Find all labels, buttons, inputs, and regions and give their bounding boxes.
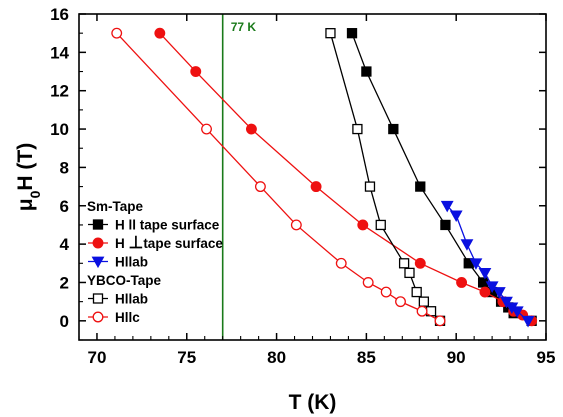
data-point-1-0 <box>154 27 166 39</box>
data-point-3-1 <box>352 123 363 135</box>
data-point-2-10 <box>521 315 535 328</box>
data-point-1-3 <box>310 181 322 193</box>
data-point-4-0 <box>111 27 123 39</box>
y-tick-label-8: 16 <box>50 5 69 24</box>
axes-group: 70 75 80 85 90 95 0 2 4 6 8 10 12 14 16 <box>50 5 555 367</box>
y-tick-label-6: 12 <box>50 82 69 101</box>
legend-marker-4 <box>92 311 104 323</box>
data-point-0-6 <box>477 277 489 288</box>
data-point-2-5 <box>485 281 499 293</box>
x-tick-label-3: 85 <box>357 348 376 367</box>
data-point-3-0 <box>325 28 336 39</box>
series-line-0 <box>351 32 532 322</box>
y-axis-title: μ0H (T) <box>14 143 43 211</box>
data-point-4-7 <box>395 296 406 308</box>
data-point-3-5 <box>404 267 415 279</box>
plot-frame <box>78 13 547 341</box>
data-point-3-4 <box>398 258 410 269</box>
series-4 <box>111 27 446 327</box>
data-point-3-3 <box>375 219 386 231</box>
data-point-0-1 <box>361 66 372 77</box>
y-tick-label-7: 14 <box>50 43 69 62</box>
series-2 <box>440 200 535 328</box>
legend-marker-1 <box>92 237 104 249</box>
x-tick-label-0: 70 <box>88 348 107 367</box>
y-tick-label-2: 4 <box>60 235 70 254</box>
data-point-1-4 <box>357 219 369 231</box>
x-tick-label-2: 80 <box>267 348 286 367</box>
data-point-4-6 <box>380 286 392 298</box>
series-line-1 <box>159 32 532 322</box>
data-point-4-2 <box>254 181 266 193</box>
reference-line-label: 77 K <box>231 20 257 34</box>
data-point-1-6 <box>456 277 468 288</box>
series-group <box>111 27 538 328</box>
data-point-2-0 <box>440 200 454 213</box>
legend-label-2: Hllab <box>115 255 148 270</box>
legend-marker-2 <box>91 256 105 269</box>
data-point-0-2 <box>388 123 399 135</box>
data-point-0-4 <box>440 219 451 231</box>
reference-line-group: 77 K <box>221 14 257 340</box>
data-point-4-1 <box>201 123 212 135</box>
legend-marker-3 <box>92 293 104 304</box>
y-tick-label-0: 0 <box>60 312 69 331</box>
x-tick-label-4: 90 <box>447 348 466 367</box>
data-point-4-4 <box>335 257 347 269</box>
data-point-4-5 <box>362 277 374 288</box>
legend-label-4: Hllc <box>115 310 140 325</box>
data-point-1-7 <box>479 286 491 298</box>
data-point-4-8 <box>416 305 428 317</box>
data-point-1-1 <box>190 66 202 77</box>
y-tick-label-4: 8 <box>60 158 69 177</box>
data-point-3-7 <box>418 296 430 307</box>
series-3 <box>325 28 446 326</box>
series-line-3 <box>329 33 441 322</box>
data-point-2-1 <box>449 210 463 222</box>
legend-label-3: Hllab <box>115 292 148 307</box>
legend-group-heading-0: Sm-Tape <box>87 199 144 214</box>
data-point-3-2 <box>364 181 376 192</box>
data-point-1-5 <box>414 257 426 269</box>
x-tick-label-1: 75 <box>177 348 196 367</box>
data-point-0-0 <box>346 28 358 39</box>
data-point-2-2 <box>460 239 474 251</box>
series-line-4 <box>116 32 441 322</box>
data-point-4-9 <box>434 315 446 327</box>
x-axis-title: T (K) <box>289 391 337 414</box>
x-tick-label-5: 95 <box>537 348 556 367</box>
legend-group-heading-1: YBCO-Tape <box>87 273 161 288</box>
legend-marker-0 <box>92 219 104 230</box>
data-point-2-6 <box>492 287 506 299</box>
data-point-0-3 <box>415 181 426 192</box>
legend-label-0: H ll tape surface <box>115 218 220 233</box>
legend-label-1: H ⊥tape surface <box>115 233 223 252</box>
data-point-1-2 <box>245 123 257 135</box>
y-tick-label-1: 2 <box>60 273 69 292</box>
data-point-2-9 <box>510 306 524 318</box>
data-point-3-6 <box>411 286 422 298</box>
y-tick-label-3: 6 <box>60 197 69 216</box>
data-point-4-3 <box>290 219 302 231</box>
data-point-2-4 <box>478 267 492 280</box>
series-0 <box>346 28 537 326</box>
y-tick-label-5: 10 <box>50 120 69 139</box>
data-point-2-7 <box>500 296 513 309</box>
data-point-2-3 <box>469 258 483 270</box>
